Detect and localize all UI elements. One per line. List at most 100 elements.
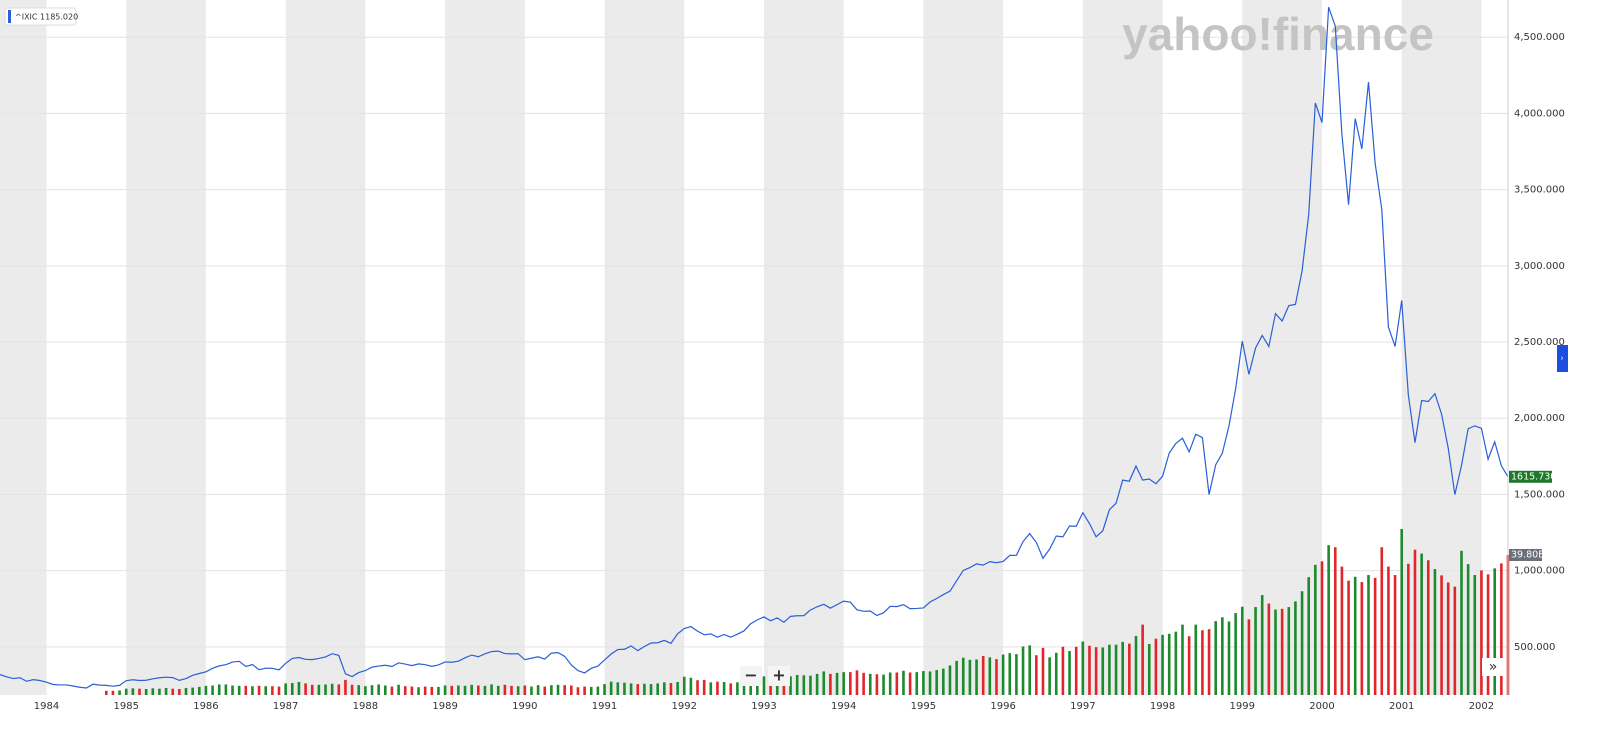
x-tick-label: 2001 xyxy=(1389,701,1414,712)
volume-bar xyxy=(1154,638,1158,695)
volume-bar xyxy=(802,675,806,695)
volume-bar xyxy=(304,683,307,695)
volume-bar xyxy=(516,686,520,695)
x-tick-label: 2002 xyxy=(1469,701,1494,712)
volume-bar xyxy=(1440,575,1443,695)
volume-bar xyxy=(191,687,194,695)
volume-bar xyxy=(271,686,274,695)
volume-bar xyxy=(981,655,985,695)
volume-bar xyxy=(822,671,826,695)
zoom-in-icon[interactable]: + xyxy=(772,666,785,685)
volume-bar xyxy=(849,672,852,695)
volume-bar xyxy=(729,683,733,695)
volume-bar xyxy=(1128,643,1131,695)
volume-bar xyxy=(1167,633,1171,695)
year-band xyxy=(604,0,685,695)
volume-bar xyxy=(457,685,460,695)
volume-bar xyxy=(257,685,261,695)
volume-bar xyxy=(1008,653,1012,695)
volume-bar xyxy=(277,686,281,695)
volume-bar xyxy=(789,676,792,695)
volume-bar xyxy=(1413,549,1417,695)
zoom-out-icon[interactable]: − xyxy=(744,666,757,685)
volume-bar xyxy=(530,686,533,695)
price-tag-box xyxy=(1509,470,1552,483)
volume-bar xyxy=(583,686,586,695)
volume-bar xyxy=(1061,646,1065,695)
volume-bar xyxy=(364,686,367,695)
volume-bar xyxy=(417,687,420,695)
volume-bar xyxy=(1134,635,1138,695)
volume-bar xyxy=(1393,575,1397,695)
volume-bar xyxy=(197,686,201,695)
year-band xyxy=(285,0,366,695)
volume-bar xyxy=(1108,644,1111,695)
legend-box xyxy=(4,7,77,26)
bands xyxy=(0,0,1482,695)
zoom-out[interactable] xyxy=(740,666,762,686)
scroll-end[interactable] xyxy=(1482,658,1504,676)
volume-bar xyxy=(603,684,606,695)
volume-bar xyxy=(1280,608,1284,695)
volume-bar xyxy=(237,685,241,695)
volume-bar xyxy=(231,685,234,695)
x-tick-label: 1984 xyxy=(34,701,59,712)
volume-bar xyxy=(1221,617,1224,695)
volume-bar xyxy=(1187,636,1191,695)
volume-bar xyxy=(224,684,228,695)
volume-bar xyxy=(1001,654,1005,695)
volume-bar xyxy=(1460,550,1463,695)
volume-bar xyxy=(104,690,108,695)
x-tick-label: 1994 xyxy=(831,701,856,712)
volume-bar xyxy=(477,685,480,695)
volume-bar xyxy=(1094,647,1098,695)
volume-bar xyxy=(915,672,919,695)
volume-bar xyxy=(1480,570,1483,695)
year-band xyxy=(126,0,206,695)
volume-bar xyxy=(948,665,952,695)
zoom-in[interactable] xyxy=(768,666,790,686)
volume-bar xyxy=(815,673,819,695)
volume-bar xyxy=(1194,624,1198,695)
x-tick-label: 1997 xyxy=(1070,701,1095,712)
volume-bar xyxy=(1307,577,1311,695)
volume-bar xyxy=(357,685,361,695)
volume-bar xyxy=(988,657,992,695)
volume-bar xyxy=(1327,545,1330,695)
year-band xyxy=(1082,0,1163,695)
side-tab-icon[interactable]: › xyxy=(1560,354,1563,363)
x-tick-label: 2000 xyxy=(1309,701,1334,712)
x-tick-label: 1988 xyxy=(353,701,378,712)
volume-bar xyxy=(403,686,407,695)
volume-bar xyxy=(1081,641,1085,695)
volume-bar xyxy=(1473,575,1477,695)
scroll-end-icon[interactable]: » xyxy=(1489,659,1498,675)
volume-bar xyxy=(337,684,341,695)
y-tick-label: 4,500.000 xyxy=(1514,32,1565,43)
x-tick-label: 1986 xyxy=(193,701,218,712)
volume-bar xyxy=(882,674,885,695)
y-tick-label: 1,500.000 xyxy=(1514,489,1565,500)
volume-bar xyxy=(397,684,400,695)
volume-bar xyxy=(144,689,148,695)
volume-bar xyxy=(423,686,427,695)
volume-bar xyxy=(178,689,181,695)
volume-bar xyxy=(736,682,739,695)
volume-bar xyxy=(888,672,892,695)
legend-swatch xyxy=(8,10,11,23)
volume-bar xyxy=(1367,575,1370,695)
volume-bar xyxy=(928,671,932,695)
side-tab[interactable] xyxy=(1557,345,1568,372)
volume-bar xyxy=(131,688,135,695)
volume-bar xyxy=(935,670,938,695)
volume-bar xyxy=(875,674,879,695)
x-tick-label: 1992 xyxy=(672,701,697,712)
volume-bar xyxy=(496,685,500,695)
x-tick-label: 1999 xyxy=(1230,701,1255,712)
volume-bar xyxy=(895,672,899,695)
volume-bar xyxy=(669,683,673,695)
volume-bar xyxy=(370,685,374,695)
marks xyxy=(0,6,1510,695)
volume-bar xyxy=(862,672,865,695)
